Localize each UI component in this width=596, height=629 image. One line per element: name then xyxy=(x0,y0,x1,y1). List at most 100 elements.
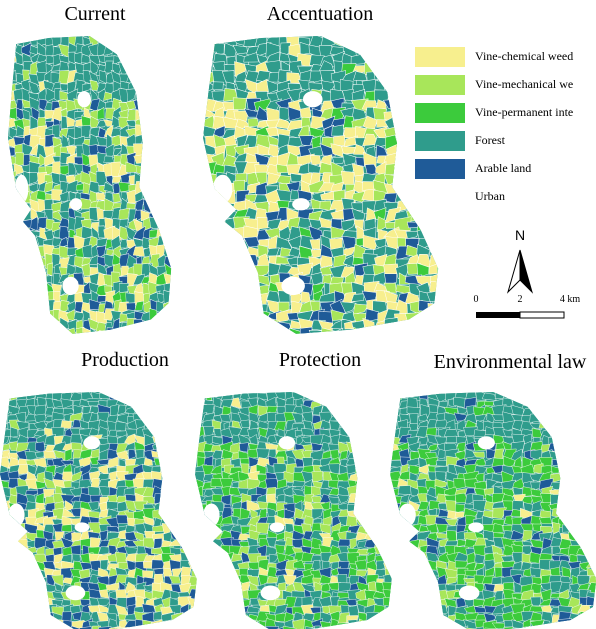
parcel xyxy=(164,262,172,276)
parcel xyxy=(550,414,565,424)
parcel xyxy=(445,500,457,513)
parcel xyxy=(203,560,214,572)
parcel xyxy=(169,511,183,521)
parcel xyxy=(366,407,377,417)
parcel xyxy=(385,407,392,417)
parcel xyxy=(343,246,357,258)
parcel xyxy=(373,63,391,74)
parcel xyxy=(220,606,235,616)
parcel xyxy=(579,503,593,513)
parcel xyxy=(157,47,168,57)
parcel xyxy=(150,126,159,141)
parcel xyxy=(14,311,26,325)
parcel xyxy=(221,319,240,331)
parcel xyxy=(559,434,574,444)
parcel xyxy=(405,189,421,204)
parcel xyxy=(163,52,172,67)
parcel xyxy=(120,44,130,56)
parcel xyxy=(0,540,13,551)
parcel xyxy=(393,560,403,569)
parcel xyxy=(203,235,218,252)
parcel xyxy=(212,81,224,91)
parcel xyxy=(578,611,593,625)
parcel xyxy=(339,301,357,313)
parcel xyxy=(52,237,63,249)
parcel xyxy=(406,574,422,586)
parcel xyxy=(549,622,561,629)
parcel xyxy=(341,219,357,233)
parcel xyxy=(0,561,12,569)
parcel xyxy=(134,69,145,85)
parcel xyxy=(384,273,398,286)
parcel xyxy=(558,501,574,514)
parcel xyxy=(464,448,479,459)
parcel xyxy=(300,291,311,303)
parcel xyxy=(165,107,172,119)
parcel xyxy=(98,419,112,430)
parcel xyxy=(211,603,226,614)
parcel xyxy=(13,330,26,334)
parcel xyxy=(128,449,136,460)
parcel xyxy=(213,255,229,269)
parcel xyxy=(381,494,392,503)
parcel xyxy=(151,450,164,459)
parcel xyxy=(341,145,356,155)
parcel xyxy=(21,280,33,295)
parcel xyxy=(15,265,25,279)
parcel xyxy=(375,448,386,460)
parcel xyxy=(246,318,258,331)
parcel xyxy=(395,69,409,84)
parcel xyxy=(215,329,229,334)
parcel xyxy=(232,309,249,325)
parcel xyxy=(437,229,439,243)
parcel xyxy=(28,289,39,305)
parcel xyxy=(557,443,572,452)
parcel xyxy=(376,502,385,514)
parcel xyxy=(157,199,167,215)
parcel xyxy=(382,612,392,623)
parcel xyxy=(156,172,168,187)
parcel xyxy=(197,567,209,579)
parcel xyxy=(188,576,197,586)
parcel xyxy=(399,336,408,351)
parcel xyxy=(397,78,412,92)
legend-swatch xyxy=(415,75,465,95)
parcel xyxy=(567,437,580,448)
parcel xyxy=(282,625,297,629)
parcel xyxy=(15,597,31,608)
parcel xyxy=(196,392,206,403)
parcel xyxy=(220,570,233,580)
parcel xyxy=(115,627,130,629)
parcel xyxy=(141,128,152,140)
north-arrow: N xyxy=(506,227,534,294)
parcel xyxy=(390,523,403,535)
parcel xyxy=(219,576,235,587)
parcel xyxy=(416,331,431,334)
parcel xyxy=(156,340,167,349)
parcel xyxy=(7,340,16,352)
parcel xyxy=(8,36,17,49)
parcel xyxy=(395,320,409,334)
parcel xyxy=(587,427,596,437)
parcel xyxy=(390,581,403,595)
parcel xyxy=(232,272,249,285)
parcel xyxy=(579,463,589,475)
parcel xyxy=(170,464,184,476)
parcel xyxy=(0,555,10,565)
parcel xyxy=(0,574,11,585)
parcel xyxy=(13,225,23,241)
parcel xyxy=(381,539,392,548)
urban-area xyxy=(8,503,25,527)
parcel xyxy=(15,235,25,249)
parcel xyxy=(36,291,49,306)
parcel xyxy=(163,244,172,258)
parcel xyxy=(375,36,388,48)
parcel xyxy=(245,339,258,352)
parcel xyxy=(351,293,365,302)
urban-area xyxy=(278,436,296,450)
parcel xyxy=(438,338,454,351)
parcel xyxy=(13,300,24,313)
parcel xyxy=(375,53,385,68)
parcel xyxy=(8,256,19,270)
parcel xyxy=(427,607,440,617)
